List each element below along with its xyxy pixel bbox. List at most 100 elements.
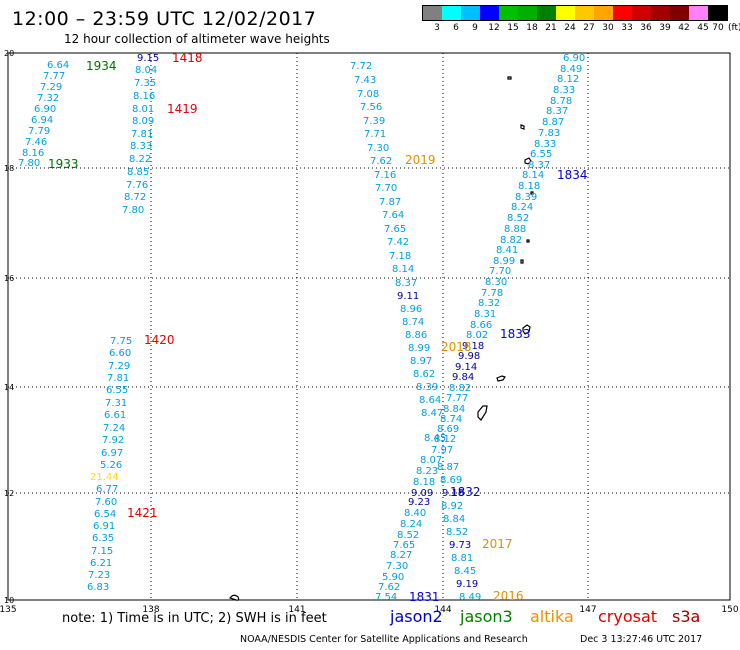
wave-height-label: 8.22 <box>129 154 151 165</box>
wave-height-label: 9.14 <box>455 362 477 373</box>
wave-height-label: 7.77 <box>43 71 65 82</box>
legend-level-label: 18 <box>526 23 538 33</box>
wave-height-label: 8.84 <box>443 514 465 525</box>
x-tick-label: 144 <box>434 605 451 615</box>
legend-level-label: 42 <box>678 23 690 33</box>
wave-height-label: 7.80 <box>122 205 144 216</box>
wave-height-label: 8.01 <box>132 104 154 115</box>
wave-height-label: 7.62 <box>370 156 392 167</box>
wave-height-label: 8.78 <box>550 96 572 107</box>
legend-level-label: 27 <box>583 23 595 33</box>
wave-height-label: 6.94 <box>31 115 53 126</box>
wave-height-label: 6.90 <box>563 53 585 64</box>
island-outline <box>520 124 525 130</box>
y-tick-label: 12 <box>4 489 14 498</box>
wave-height-label: 6.55 <box>106 385 128 396</box>
y-tick-label: 10 <box>4 596 14 605</box>
wave-height-label: 8.37 <box>546 106 568 117</box>
wave-height-label: 6.55 <box>530 149 552 160</box>
legend-swatches <box>422 5 728 21</box>
wave-height-label: 8.49 <box>560 64 582 75</box>
wave-height-label: 21.44 <box>90 472 119 483</box>
wave-height-label: 7.65 <box>393 540 415 551</box>
wave-height-label: 9.73 <box>449 540 471 551</box>
pass-time-label: 1418 <box>172 51 203 65</box>
wave-height-label: 8.45 <box>424 433 446 444</box>
legend-swatch <box>499 6 518 20</box>
wave-height-label: 8.99 <box>493 256 515 267</box>
wave-height-label: 7.35 <box>134 78 156 89</box>
wave-height-label: 8.04 <box>135 65 157 76</box>
x-tick-label: 150 <box>721 605 738 615</box>
pass-time-label: 1933 <box>48 157 79 171</box>
wave-height-label: 7.24 <box>103 423 125 434</box>
y-tick-label: 16 <box>4 274 14 283</box>
wave-height-label: 6.97 <box>101 448 123 459</box>
legend-swatch <box>537 6 556 20</box>
wave-height-label: 8.30 <box>485 277 507 288</box>
pass-time-label: 1833 <box>500 327 531 341</box>
legend-level-label: 21 <box>545 23 557 33</box>
wave-height-label: 7.81 <box>131 129 153 140</box>
legend-swatch <box>556 6 575 20</box>
wave-height-label: 7.30 <box>386 561 408 572</box>
wave-height-label: 6.91 <box>93 521 115 532</box>
wave-height-label: 7.77 <box>446 393 468 404</box>
y-tick-label: 20 <box>4 49 14 58</box>
island-outline <box>524 157 532 165</box>
legend-level-label: 70 <box>712 23 724 33</box>
x-tick-label: 135 <box>0 605 17 615</box>
wave-height-label: 8.09 <box>132 116 154 127</box>
wave-height-label: 9.09 <box>411 488 433 499</box>
wave-height-label: 8.39 <box>515 192 537 203</box>
wave-height-label: 8.96 <box>400 304 422 315</box>
wave-height-label: 7.80 <box>18 158 40 169</box>
wave-height-label: 8.33 <box>553 85 575 96</box>
wave-height-label: 6.54 <box>94 509 116 520</box>
wave-height-label: 7.54 <box>375 592 397 603</box>
wave-height-label: 6.60 <box>109 348 131 359</box>
credit-text: NOAA/NESDIS Center for Satellite Applica… <box>240 634 528 645</box>
pass-time-label: 1834 <box>557 168 588 182</box>
wave-height-label: 7.92 <box>102 435 124 446</box>
wave-height-label: 8.82 <box>500 235 522 246</box>
pass-time-label: 1832 <box>450 485 481 499</box>
wave-height-label: 8.64 <box>419 395 441 406</box>
wave-height-label: 7.32 <box>37 93 59 104</box>
wave-height-label: 6.21 <box>90 558 112 569</box>
legend-level-label: (ft) <box>728 23 740 33</box>
island-outline <box>520 259 524 264</box>
wave-height-label: 8.52 <box>507 213 529 224</box>
satellite-name-jason3: jason3 <box>460 607 513 626</box>
wave-height-label: 9.23 <box>408 497 430 508</box>
wave-height-label: 8.16 <box>22 148 44 159</box>
wave-height-label: 7.29 <box>108 361 130 372</box>
wave-height-label: 7.46 <box>25 137 47 148</box>
generation-timestamp: Dec 3 13:27:46 UTC 2017 <box>580 634 703 645</box>
wave-height-label: 7.56 <box>360 102 382 113</box>
pass-time-label: 1421 <box>127 506 158 520</box>
wave-height-label: 8.07 <box>420 455 442 466</box>
wave-height-label: 9.15 <box>137 53 159 64</box>
wave-height-label: 8.72 <box>124 192 146 203</box>
y-tick-label: 18 <box>4 164 14 173</box>
wave-height-label: 8.85 <box>127 167 149 178</box>
wave-height-label: 8.87 <box>437 462 459 473</box>
wave-height-label: 8.99 <box>408 343 430 354</box>
wave-height-label: 8.74 <box>402 317 424 328</box>
pass-time-label: 1420 <box>144 333 175 347</box>
island-outline <box>477 405 488 421</box>
legend-level-label: 6 <box>453 23 459 33</box>
wave-height-label: 8.27 <box>390 550 412 561</box>
legend-swatch <box>613 6 632 20</box>
wave-height-label: 8.12 <box>557 74 579 85</box>
wave-height-label: 7.31 <box>105 398 127 409</box>
legend-swatch <box>442 6 461 20</box>
wave-height-label: 6.61 <box>104 410 126 421</box>
pass-time-label: 2018 <box>441 340 472 354</box>
wave-height-label: 6.77 <box>96 484 118 495</box>
wave-height-label: 7.76 <box>126 180 148 191</box>
wave-height-label: 5.26 <box>100 460 122 471</box>
